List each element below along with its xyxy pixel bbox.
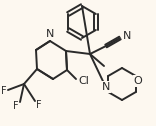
Text: F: F [36,100,42,110]
Text: N: N [123,31,131,41]
Text: F: F [1,86,7,96]
Text: N: N [46,29,54,39]
Text: Cl: Cl [79,76,89,86]
Text: N: N [102,82,110,92]
Text: F: F [13,101,19,111]
Text: O: O [134,76,142,86]
